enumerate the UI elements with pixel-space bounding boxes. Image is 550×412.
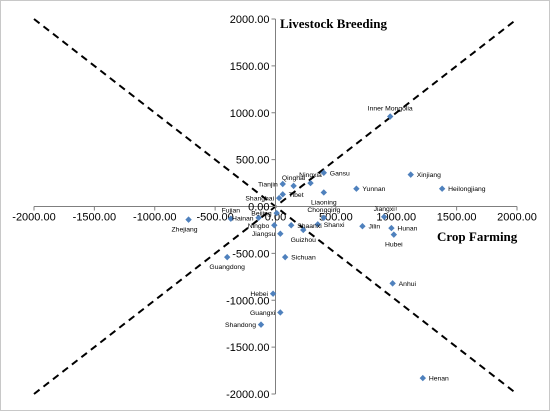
data-point-label: Fujian [222, 208, 241, 215]
y-axis-title: Livestock Breeding [280, 16, 388, 31]
data-point-marker [281, 253, 289, 261]
data-point-label: Beijing [251, 211, 272, 218]
data-point-marker [300, 226, 307, 234]
data-point-marker [290, 182, 297, 190]
data-point-label: Chongqing [307, 207, 340, 214]
data-point-marker [419, 374, 427, 382]
data-point-marker [277, 309, 284, 316]
x-tick-label: 1000.00 [376, 212, 416, 224]
data-point-marker [185, 216, 192, 223]
y-tick-label: -500.00 [232, 248, 269, 260]
x-tick-label: -1000.00 [133, 212, 176, 224]
data-point-label: Shanxi [324, 222, 345, 229]
data-point-label: Ningbo [248, 223, 270, 230]
data-point-marker [279, 180, 286, 188]
data-point-label: Ningxia [299, 172, 322, 179]
x-axis-title: Crop Farming [437, 229, 518, 244]
data-point-label: Gansu [330, 170, 350, 177]
data-point-marker [314, 221, 321, 228]
data-point-marker [389, 280, 396, 287]
data-point-label: Hebei [250, 291, 268, 298]
data-point-marker [279, 191, 286, 198]
x-tick-label: 1500.00 [437, 212, 477, 224]
x-tick-label: 500.00 [319, 212, 353, 224]
data-point-marker [320, 169, 327, 176]
data-point-label: Anhui [399, 281, 417, 288]
data-point-marker [387, 113, 394, 120]
data-point-label: Zhejiang [172, 227, 198, 234]
y-tick-label: 1500.00 [230, 61, 270, 73]
data-point-label: Qinghai [282, 175, 306, 182]
data-point-label: Hainan [232, 215, 254, 222]
data-point-marker [257, 321, 265, 328]
data-point-marker [287, 222, 295, 229]
data-point-label: Henan [429, 376, 449, 383]
data-point-marker [227, 215, 235, 222]
data-point-marker [269, 290, 277, 297]
data-point-label: Sichuan [291, 255, 316, 262]
data-point-label: Guizhou [291, 237, 317, 244]
y-tick-label: -1500.00 [226, 342, 269, 354]
data-point-marker [388, 224, 395, 232]
data-point-label: Yunnan [362, 186, 385, 193]
x-tick-label: 0.00 [265, 212, 286, 224]
data-point-label: Shanghai [245, 196, 274, 203]
y-tick-label: -2000.00 [226, 389, 269, 401]
data-point-label: Hubei [385, 242, 403, 249]
data-point-marker [390, 231, 398, 238]
data-point-label: Guangxi [250, 310, 276, 317]
data-point-label: Shaanxi [297, 223, 322, 230]
data-point-label: Heilongjiang [448, 186, 486, 193]
data-point-label: Tianjin [258, 182, 278, 189]
data-point-label: Xinjiang [417, 172, 441, 179]
y-tick-label: 2000.00 [230, 14, 270, 26]
x-tick-label: 2000.00 [497, 212, 537, 224]
x-tick-label: -2000.00 [12, 212, 55, 224]
data-point-marker [380, 213, 388, 221]
data-point-marker [271, 222, 278, 229]
data-point-label: Guangdong [209, 264, 245, 271]
data-point-marker [307, 179, 314, 187]
data-point-marker [359, 222, 366, 230]
data-point-label: Inner Mongolia [368, 106, 413, 113]
y-tick-label: 0.00 [248, 202, 269, 214]
data-point-label: Tibet [289, 192, 304, 199]
data-point-marker [275, 194, 283, 202]
data-point-marker [320, 214, 327, 221]
data-point-marker [438, 185, 446, 192]
data-point-label: Jilin [368, 224, 380, 231]
data-point-label: Hunan [397, 226, 417, 233]
data-point-marker [320, 189, 327, 196]
data-point-label: Jiangsu [252, 231, 276, 238]
data-point-label: Jiangxi [374, 206, 396, 213]
data-point-label: Liaoning [311, 199, 337, 206]
y-tick-label: -1000.00 [226, 295, 269, 307]
y-tick-label: 500.00 [236, 155, 270, 167]
data-point-marker [224, 253, 231, 261]
data-point-label: Shandong [225, 322, 256, 329]
y-tick-label: 1000.00 [230, 108, 270, 120]
data-point-marker [273, 209, 280, 217]
data-point-marker [407, 171, 414, 178]
x-tick-label: -1500.00 [73, 212, 116, 224]
data-point-marker [353, 185, 360, 192]
x-tick-label: -500.00 [196, 212, 233, 224]
data-point-marker [277, 230, 284, 237]
